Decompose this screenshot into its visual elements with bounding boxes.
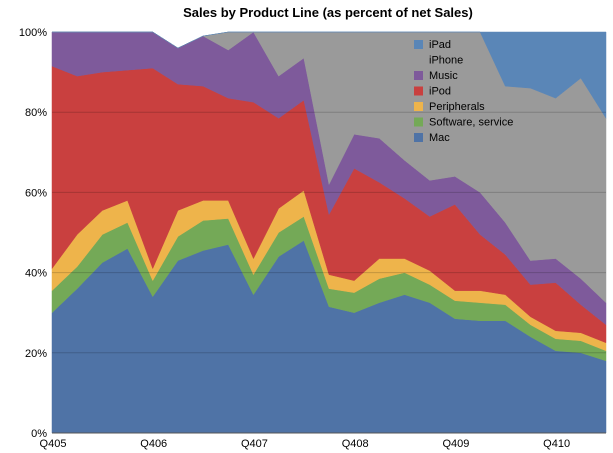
- y-tick-label: 60%: [25, 187, 47, 199]
- y-axis-ticks: 0% 20% 40% 60% 80% 100%: [19, 27, 47, 440]
- area-ipad: [52, 31, 607, 120]
- x-tick-label: Q409: [442, 438, 469, 450]
- legend-swatch: [414, 86, 423, 96]
- legend-swatch: [414, 40, 423, 49]
- legend: iPad iPhone Music iPod Peripherals Software, …: [414, 39, 513, 144]
- legend-label: iPod: [429, 86, 451, 98]
- chart-title: Sales by Product Line (as percent of net…: [183, 5, 473, 20]
- y-tick-label: 20%: [25, 348, 47, 360]
- legend-swatch: [414, 117, 423, 127]
- legend-swatch: [414, 133, 423, 142]
- x-tick-label: Q406: [140, 438, 167, 450]
- x-tick-label: Q410: [543, 438, 570, 450]
- x-tick-label: Q405: [40, 438, 67, 450]
- legend-label: Music: [429, 70, 458, 82]
- gridlines: [52, 111, 606, 434]
- legend-label: iPad: [429, 39, 451, 51]
- legend-label: Peripherals: [429, 101, 485, 113]
- x-tick-label: Q408: [342, 438, 369, 450]
- legend-label: Software, service: [429, 117, 513, 129]
- y-tick-label: 80%: [25, 107, 47, 119]
- y-tick-label: 40%: [25, 268, 47, 280]
- y-tick-label: 0%: [31, 428, 47, 440]
- x-tick-label: Q407: [241, 438, 268, 450]
- y-tick-label: 100%: [19, 27, 47, 39]
- x-axis-ticks: Q405 Q406 Q407 Q408 Q409 Q410: [40, 438, 571, 450]
- series-areas: [51, 31, 607, 434]
- legend-swatch: [414, 102, 423, 111]
- legend-swatch: [414, 55, 423, 65]
- legend-label: iPhone: [429, 55, 463, 67]
- legend-swatch: [414, 71, 423, 80]
- legend-label: Mac: [429, 132, 450, 144]
